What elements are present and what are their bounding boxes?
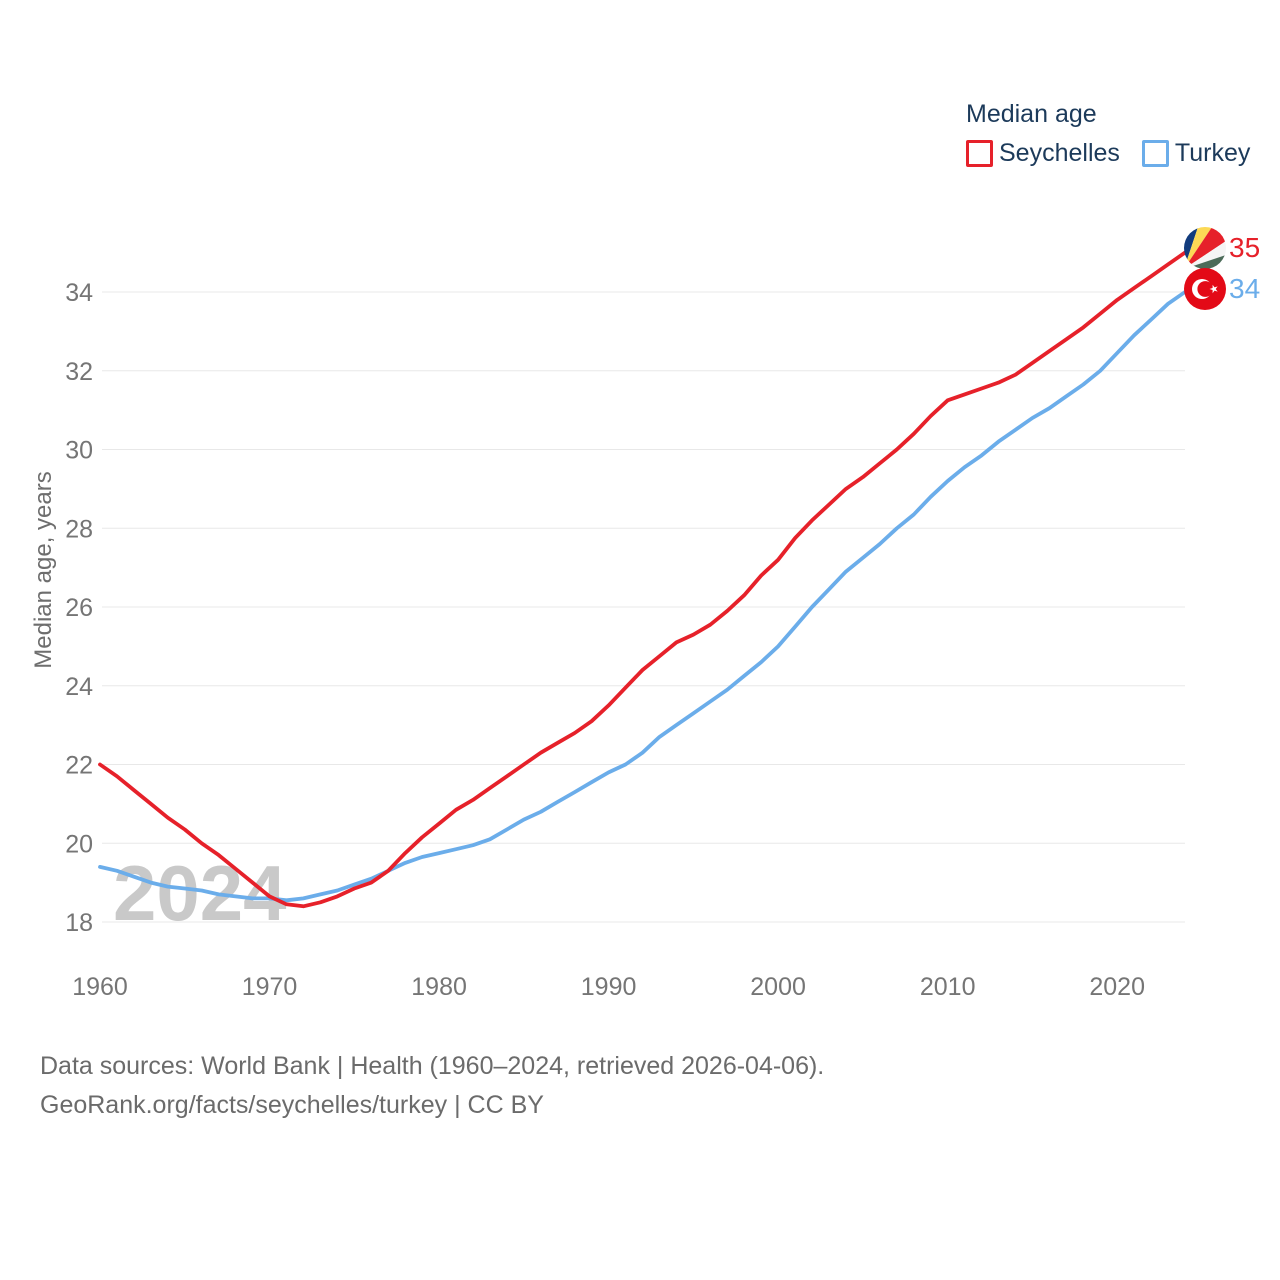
y-tick-label: 34 [65,279,93,307]
y-tick-label: 32 [65,358,93,386]
y-tick-label: 30 [65,437,93,465]
footer: Data sources: World Bank | Health (1960–… [40,1047,824,1125]
seychelles-end-value: 35 [1229,232,1260,263]
y-tick-label: 28 [65,515,93,543]
legend-title: Median age [966,100,1097,128]
x-tick-label: 1990 [581,973,637,1001]
x-tick-label: 2020 [1089,973,1145,1001]
x-tick-label: 1960 [72,973,128,1001]
y-tick-label: 24 [65,673,93,701]
footer-attribution: GeoRank.org/facts/seychelles/turkey | CC… [40,1091,544,1119]
x-tick-label: 2010 [920,973,976,1001]
legend-item-seychelles[interactable]: Seychelles [966,139,1120,168]
gridlines [102,291,1185,923]
legend-item-turkey[interactable]: Turkey [1141,139,1251,168]
y-tick-label: 22 [65,752,93,780]
y-tick-label: 20 [65,830,93,858]
seychelles-flag-icon [1184,227,1226,269]
footer-data-sources: Data sources: World Bank | Health (1960–… [40,1052,825,1080]
legend: Median age Seychelles Turkey [966,100,1250,168]
turkey-swatch-icon [1141,140,1169,167]
y-tick-label: 26 [65,594,93,622]
turkey-line[interactable] [98,290,1187,903]
turkey-flag-icon [1184,268,1226,310]
legend-items: Seychelles Turkey [966,139,1250,168]
x-axis-tick-labels: 1960 1970 1980 1990 2000 2010 2020 [72,973,1145,1001]
seychelles-swatch-icon [966,140,993,167]
x-tick-label: 2000 [750,973,806,1001]
y-axis-title: Median age, years [30,471,57,669]
x-tick-label: 1970 [242,973,298,1001]
legend-label-turkey: Turkey [1174,139,1251,167]
seychelles-line[interactable] [98,250,1187,909]
y-tick-label: 18 [65,909,93,937]
series-lines [98,250,1187,909]
y-axis-tick-labels: 18 20 22 24 26 28 30 32 34 [65,279,93,937]
watermark-year: 2024 [113,849,287,937]
legend-label-seychelles: Seychelles [999,139,1120,167]
x-tick-label: 1980 [411,973,467,1001]
turkey-end-value: 34 [1229,273,1260,304]
